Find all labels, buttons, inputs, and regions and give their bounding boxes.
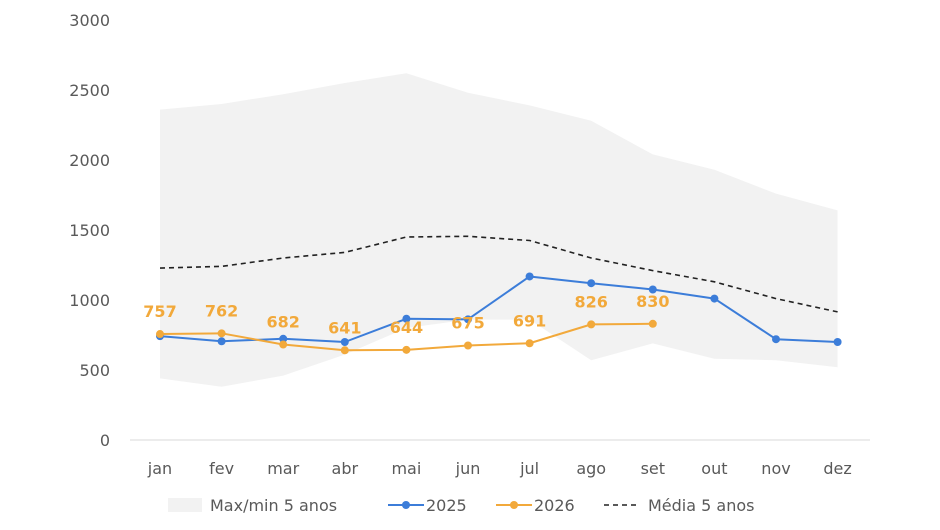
x-tick-label: nov [761,459,790,478]
data-label-2026: 644 [390,318,423,337]
data-label-2026: 757 [143,302,176,321]
data-label-2026: 641 [328,318,361,337]
x-tick-label: fev [209,459,234,478]
legend-swatch-band [168,498,202,512]
x-tick-label: jun [455,459,481,478]
series-point-2025 [648,285,657,294]
y-tick-label: 2500 [69,81,110,100]
x-tick-label: out [701,459,727,478]
x-tick-label: abr [332,459,359,478]
series-line-2025 [159,275,838,343]
legend: Max/min 5 anos 2025 2026 Média 5 anos [168,496,754,515]
y-tick-label: 1500 [69,221,110,240]
series-point-2026 [340,346,349,355]
x-tick-label: jul [519,459,539,478]
series-layer [156,235,842,355]
series-point-2026 [464,341,472,350]
series-point-2026 [279,340,288,349]
series-point-2025 [340,338,349,346]
x-tick-label: dez [823,459,851,478]
y-tick-labels: 0 500 1000 1500 2000 2500 3000 [69,11,110,450]
legend-marker-2025 [402,501,410,509]
y-tick-label: 0 [100,431,110,450]
series-point-2025 [402,314,411,323]
x-tick-label: set [641,459,665,478]
series-point-2025 [525,272,534,281]
x-tick-label: jan [147,459,172,478]
x-tick-labels: jan fev mar abr mai jun jul ago set out nov dez [147,459,852,478]
x-tick-label: mar [267,459,299,478]
y-tick-label: 3000 [69,11,110,30]
data-label-2026: 830 [636,292,669,311]
data-labels: 757 762 682 641 644 675 691 826 830 [143,292,669,337]
series-point-2025 [772,335,780,344]
legend-label-2025: 2025 [426,496,467,515]
series-point-2025 [279,334,288,343]
series-point-2026 [156,330,164,339]
data-label-2026: 675 [451,314,484,333]
series-point-2026 [587,320,596,329]
legend-label-average: Média 5 anos [648,496,754,515]
series-point-2025 [833,338,842,346]
y-tick-label: 2000 [69,151,110,170]
series-point-2026 [648,319,657,328]
legend-label-band: Max/min 5 anos [210,496,337,515]
series-point-2025 [710,294,719,303]
data-label-2026: 682 [266,313,299,332]
data-label-2026: 762 [205,301,238,320]
x-tick-label: ago [576,459,606,478]
series-point-2026 [217,329,226,338]
band-area-max-min [160,73,838,387]
series-point-2026 [525,339,534,348]
y-tick-label: 1000 [69,291,110,310]
series-point-2025 [464,315,472,324]
legend-label-2026: 2026 [534,496,575,515]
x-tick-label: mai [391,459,421,478]
series-point-2026 [402,345,411,354]
series-point-2025 [587,279,596,288]
data-label-2026: 826 [574,292,607,311]
series-point-2025 [217,337,226,346]
data-label-2026: 691 [513,311,546,330]
legend-marker-2026 [510,501,518,509]
y-tick-label: 500 [79,361,110,380]
band-layer [160,73,838,387]
